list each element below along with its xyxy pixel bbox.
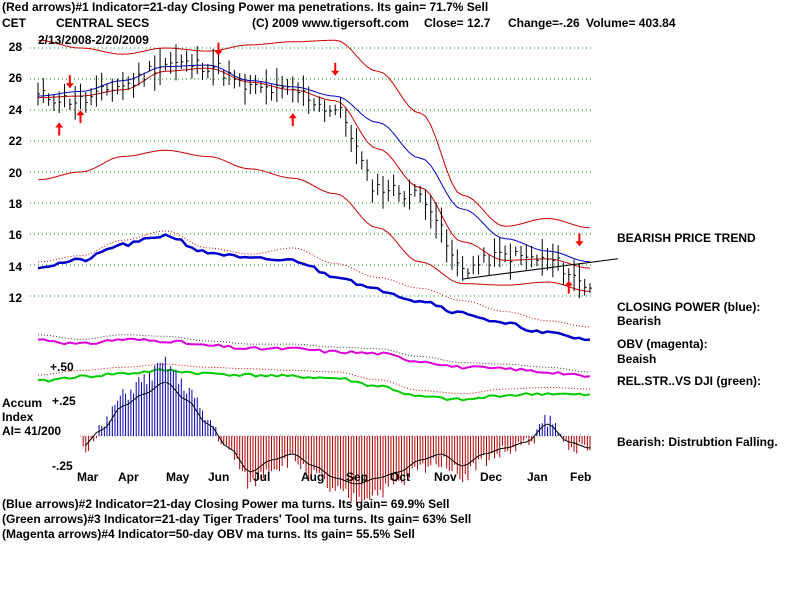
trend-line <box>462 258 619 280</box>
obv-title: OBV (magenta): <box>617 337 708 351</box>
indicator-4-line: (Magenta arrows)#4 Indicator=50-day OBV … <box>2 527 415 541</box>
y-tick-label: 18 <box>8 197 22 211</box>
y-tick-label: 26 <box>8 71 22 85</box>
x-tick-label: Jun <box>208 470 230 484</box>
ticker-symbol: CET <box>2 16 26 30</box>
x-tick-label: Dec <box>480 470 503 484</box>
y-tick-label: 14 <box>8 260 22 274</box>
volume-value: Volume= 403.84 <box>586 16 676 30</box>
accum-ma-line <box>85 381 591 485</box>
closing-power-status: Bearish <box>617 314 662 328</box>
y-tick-label: 20 <box>8 166 22 180</box>
lower-band-line <box>37 149 591 292</box>
indicator-1-line: (Red arrows)#1 Indicator=21-day Closing … <box>2 0 489 14</box>
close-value: Close= 12.7 <box>424 16 491 30</box>
x-tick-label: Mar <box>77 470 99 484</box>
y-tick-label: 24 <box>8 103 22 117</box>
date-range: 2/13/2008-2/20/2009 <box>38 33 149 47</box>
closing-power-title: CLOSING POWER (blue): <box>617 300 761 314</box>
company-name: CENTRAL SECS <box>56 16 150 30</box>
x-tick-label: Nov <box>434 470 457 484</box>
x-tick-label: May <box>166 470 190 484</box>
sell-arrow-icon <box>331 70 340 76</box>
obv-ma <box>37 334 591 373</box>
x-tick-label: Jul <box>253 470 271 484</box>
accum-comment: Bearish: Distrubtion Falling. <box>617 435 778 449</box>
x-tick-label: Feb <box>570 470 592 484</box>
plus-50-label: +.50 <box>50 360 74 374</box>
obv-status: Beaish <box>617 352 657 366</box>
short-ma-line <box>37 67 591 269</box>
change-value: Change=-.26 <box>508 16 580 30</box>
rel-strength-title: REL.STR..VS DJI (green): <box>617 374 762 388</box>
rel-strength-line <box>37 368 591 402</box>
x-tick-label: Aug <box>301 470 325 484</box>
rel-strength-ma <box>37 363 591 395</box>
obv-line <box>37 337 591 378</box>
y-tick-label: 22 <box>8 134 22 148</box>
buy-arrow-icon <box>564 280 573 286</box>
long-ma-line <box>37 64 591 263</box>
sell-arrow-icon <box>65 83 74 89</box>
y-tick-label: 12 <box>8 291 22 305</box>
buy-arrow-icon <box>288 113 297 119</box>
accum-title: Accum <box>2 396 43 410</box>
indicator-2-line: (Blue arrows)#2 Indicator=21-day Closing… <box>2 497 450 511</box>
indicator-3-line: (Green arrows)#3 Indicator=21-day Tiger … <box>2 512 472 526</box>
x-tick-label: Oct <box>390 470 411 484</box>
price-trend-label: BEARISH PRICE TREND <box>617 231 756 245</box>
y-tick-label: 28 <box>8 40 22 54</box>
y-tick-label: 16 <box>8 228 22 242</box>
index-title: Index <box>2 410 34 424</box>
sell-arrow-icon <box>575 241 584 247</box>
closing-power-line <box>37 233 591 342</box>
x-tick-label: Apr <box>118 470 139 484</box>
ai-value: AI= 41/200 <box>2 424 62 438</box>
x-tick-label: Sep <box>346 470 369 484</box>
x-tick-label: Jan <box>527 470 548 484</box>
buy-arrow-icon <box>76 110 85 116</box>
upper-band-line <box>37 39 591 229</box>
buy-arrow-icon <box>55 122 64 128</box>
copyright: (C) 2009 www.tigersoft.com <box>252 16 409 30</box>
minus-25-label: -.25 <box>52 459 73 473</box>
sell-arrow-icon <box>214 50 223 56</box>
plus-25-label: +.25 <box>52 394 76 408</box>
